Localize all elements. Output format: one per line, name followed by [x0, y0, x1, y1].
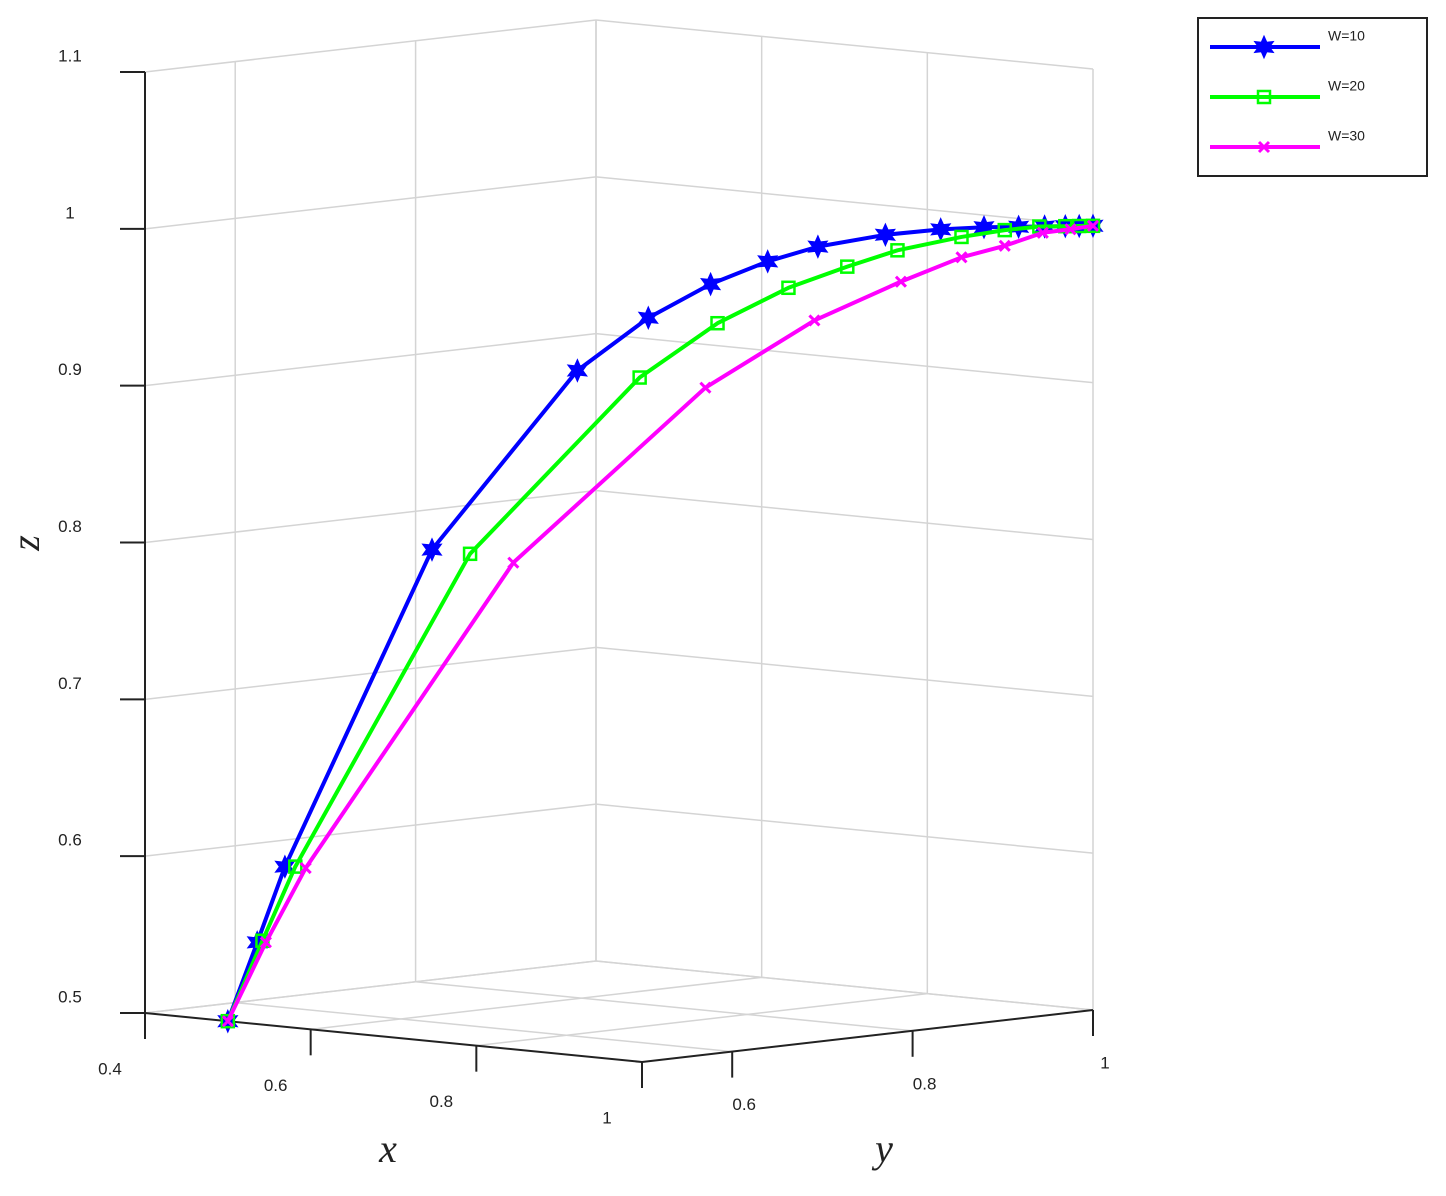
legend: W=10 W=20 W=30	[1197, 17, 1428, 177]
marker	[1086, 219, 1100, 232]
marker	[808, 314, 821, 327]
x-tick-label: 0.6	[264, 1076, 288, 1095]
z-tick-label: 0.5	[58, 987, 82, 1006]
y-tick-label: 0.8	[913, 1074, 937, 1093]
marker	[288, 859, 303, 874]
marker	[299, 861, 312, 875]
z-tick-label: 0.9	[58, 360, 82, 379]
grid-line	[144, 803, 597, 857]
marker	[220, 1013, 236, 1029]
marker	[1036, 226, 1049, 239]
marker	[997, 222, 1013, 238]
legend-label: W=10	[1328, 28, 1365, 44]
grid-line	[235, 1001, 733, 1053]
marker	[421, 537, 443, 562]
y-tick-label: 0.6	[732, 1095, 756, 1114]
grid-line	[144, 176, 597, 230]
z-tick-label: 0.6	[58, 831, 82, 850]
grid-line	[595, 332, 1094, 384]
grid-line	[310, 976, 762, 1031]
marker	[840, 259, 855, 274]
marker	[632, 370, 647, 385]
marker	[874, 222, 896, 248]
marker	[757, 249, 779, 274]
series-line	[225, 223, 1094, 1022]
marker	[1058, 218, 1073, 234]
y-axis	[641, 1009, 1094, 1063]
marker	[973, 214, 995, 240]
legend-marker	[1257, 140, 1271, 154]
marker	[462, 546, 478, 562]
marker	[259, 936, 272, 949]
legend-label: W=20	[1328, 78, 1365, 94]
marker	[1064, 223, 1077, 236]
z-tick-label: 1	[65, 203, 74, 222]
grid-line	[144, 960, 597, 1014]
series-line	[225, 223, 1094, 1022]
x-axis-label: x	[378, 1126, 397, 1171]
y-tick-label: 1	[1100, 1053, 1109, 1072]
marker	[894, 275, 907, 288]
z-tick-label: 0.7	[58, 674, 82, 693]
z-tick-label: 1.1	[58, 46, 82, 65]
x-tick-label: 0.4	[98, 1059, 122, 1078]
z-tick-label: 0.8	[58, 517, 82, 536]
marker	[507, 556, 520, 569]
marker	[221, 1015, 234, 1028]
marker	[954, 229, 969, 245]
grid-line	[144, 646, 597, 701]
grid-line	[476, 992, 928, 1047]
marker	[807, 234, 829, 259]
marker	[710, 315, 725, 331]
grid-line	[595, 646, 1094, 698]
grid-line	[144, 19, 597, 73]
marker	[955, 251, 968, 264]
z-axis-label: z	[3, 535, 48, 552]
legend-label: W=30	[1328, 128, 1365, 144]
y-axis-label: y	[871, 1126, 893, 1171]
marker	[700, 271, 722, 297]
grid-line	[144, 332, 597, 387]
grid-line	[595, 803, 1094, 854]
marker	[699, 381, 712, 394]
marker	[998, 239, 1011, 252]
x-tick-label: 1	[602, 1108, 611, 1127]
legend-marker	[1256, 89, 1272, 105]
legend-marker	[1253, 34, 1275, 60]
series-line	[226, 223, 1094, 1023]
grid-line	[595, 19, 1094, 70]
x-tick-label: 0.8	[430, 1092, 454, 1111]
marker	[890, 243, 905, 258]
grid-line	[595, 176, 1094, 227]
marker	[781, 280, 796, 296]
grid-line	[595, 489, 1094, 541]
marker	[637, 305, 659, 331]
grid-line	[595, 960, 1094, 1011]
grid-line	[144, 489, 597, 544]
grid-line	[415, 981, 913, 1032]
marker	[566, 358, 588, 383]
